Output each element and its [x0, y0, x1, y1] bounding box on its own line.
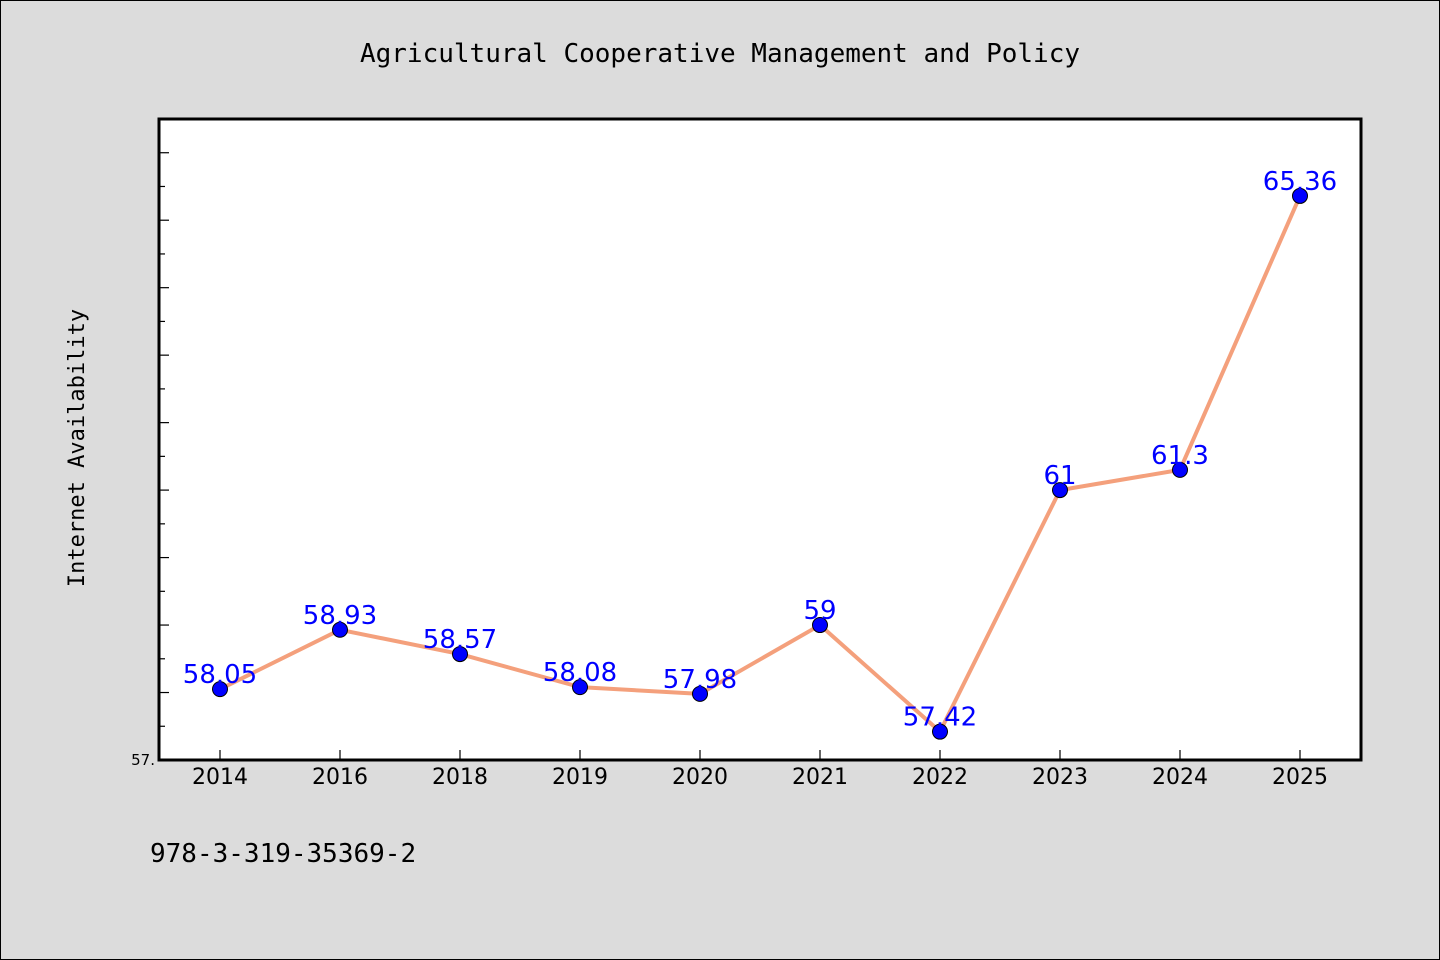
data-label: 57.98: [663, 665, 737, 695]
data-label: 58.08: [543, 658, 617, 688]
data-label: 61.3: [1151, 441, 1209, 471]
data-point: [212, 681, 228, 698]
x-tick-label: 2022: [912, 765, 968, 790]
data-point: [572, 679, 588, 696]
x-tick-label: 2025: [1272, 765, 1328, 790]
series-group: [212, 187, 1308, 740]
data-point: [692, 685, 708, 702]
x-tick-label: 2016: [312, 765, 368, 790]
x-tick-label: 2020: [672, 765, 728, 790]
data-point: [1052, 482, 1068, 499]
data-point: [332, 621, 348, 638]
y-tick-label: 57.: [131, 751, 155, 769]
data-label: 61: [1043, 461, 1076, 491]
data-point: [812, 617, 828, 634]
data-label: 58.57: [423, 625, 497, 655]
data-point: [452, 646, 468, 663]
x-tick-label: 2018: [432, 765, 488, 790]
y-axis-ticks: 57.: [131, 118, 169, 769]
plot-area: [157, 117, 1363, 762]
data-labels: 58.05 58.93 58.57 58.08 57.98 59 57.42 61 61.3 65…: [183, 167, 1337, 733]
data-point: [1172, 461, 1188, 478]
x-tick-label: 2023: [1032, 765, 1088, 790]
chart-title: Agricultural Cooperative Management and …: [360, 39, 1080, 69]
x-tick-label: 2021: [792, 765, 848, 790]
data-label: 57.42: [903, 703, 977, 733]
series-line: [218, 193, 1302, 734]
data-label: 65.36: [1263, 167, 1337, 197]
data-point: [1292, 187, 1308, 204]
x-tick-label: 2014: [192, 765, 248, 790]
x-tick-label: 2024: [1152, 765, 1208, 790]
data-label: 58.05: [183, 660, 257, 690]
data-label: 58.93: [303, 601, 377, 631]
y-axis-label: Internet Availability: [65, 309, 90, 587]
isbn-footer: 978-3-319-35369-2: [150, 839, 416, 869]
data-point: [932, 723, 948, 740]
x-tick-label: 2019: [552, 765, 608, 790]
data-label: 59: [803, 596, 836, 626]
x-axis-ticks: 2014 2016 2018 2019 2020 2021 2022 2023 2024 2025: [192, 750, 1328, 790]
